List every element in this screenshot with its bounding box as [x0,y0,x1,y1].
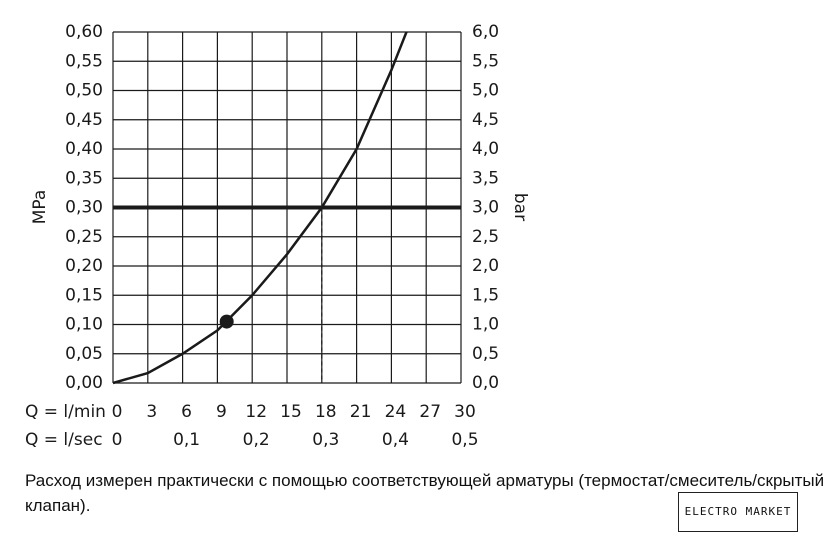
x-tick-label: 6 [181,402,192,422]
y2-tick-label: 3,5 [472,168,499,188]
x2-tick-label: 0,1 [173,430,200,450]
x-tick-label: 9 [216,402,227,422]
chart: Q = l/min Q = l/sec MPa bar 0,000,050,10… [25,22,530,450]
y2-tick-label: 0,0 [472,373,499,393]
y2-tick-label: 4,0 [472,139,499,159]
y-tick-label: 0,60 [65,22,103,42]
x2-tick-label: 0,2 [243,430,270,450]
x-tick-label: 21 [350,402,372,422]
y-tick-label: 0,30 [65,198,103,218]
x2-tick-label: 0,3 [312,430,339,450]
y2-tick-label: 1,5 [472,285,499,305]
y-tick-label: 0,55 [65,51,103,71]
x-axis-label: Q = l/min [25,402,106,422]
caption: Расход измерен практически с помощью соо… [25,471,825,515]
x-tick-label: 12 [245,402,267,422]
marker-point [219,314,234,329]
y-tick-label: 0,45 [65,110,103,130]
y-tick-label: 0,05 [65,344,103,364]
x-tick-label: 30 [454,402,476,422]
y-tick-label: 0,20 [65,256,103,276]
x-tick-label: 27 [419,402,441,422]
x-tick-label: 0 [112,402,123,422]
logo: ELECTRO MARKET [678,492,798,532]
x-tick-label: 15 [280,402,302,422]
y-tick-label: 0,15 [65,285,103,305]
y2-tick-label: 6,0 [472,22,499,42]
x-tick-label: 3 [146,402,157,422]
y2-tick-label: 0,5 [472,344,499,364]
y2-tick-label: 4,5 [472,110,499,130]
x2-axis-label: Q = l/sec [25,430,103,450]
y-tick-label: 0,00 [65,373,103,393]
y2-tick-label: 5,5 [472,51,499,71]
y2-tick-label: 2,5 [472,227,499,247]
y2-tick-label: 2,0 [472,256,499,276]
y-tick-label: 0,10 [65,315,103,335]
y2-tick-label: 1,0 [472,315,499,335]
y2-tick-label: 5,0 [472,81,499,101]
y-tick-label: 0,50 [65,81,103,101]
y2-tick-label: 3,0 [472,198,499,218]
y-tick-label: 0,25 [65,227,103,247]
x2-tick-label: 0,5 [451,430,478,450]
y-axis-label: MPa [30,190,50,225]
curve [112,31,408,385]
y2-axis-label: bar [510,193,530,221]
x2-tick-label: 0,4 [382,430,409,450]
x-tick-label: 24 [385,402,407,422]
y-tick-label: 0,40 [65,139,103,159]
x-tick-label: 18 [315,402,337,422]
x2-tick-label: 0 [112,430,123,450]
y-tick-label: 0,35 [65,168,103,188]
